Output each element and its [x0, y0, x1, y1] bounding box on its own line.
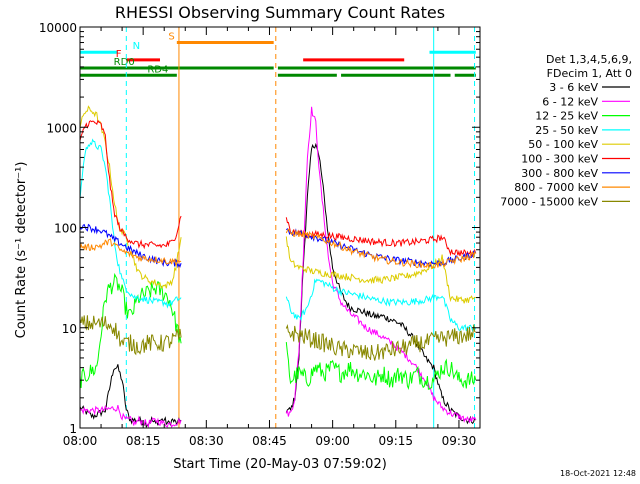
x-tick-label: 08:30 [189, 434, 224, 448]
legend-entry-label: 25 - 50 keV [535, 124, 598, 137]
y-tick-label: 1 [69, 422, 77, 436]
series-line-8 [80, 315, 477, 361]
legend-header-2: FDecim 1, Att 0 [547, 67, 632, 80]
x-tick-label: 09:00 [315, 434, 350, 448]
series-line-4 [80, 105, 476, 304]
series-line-1 [80, 106, 477, 428]
y-tick-label: 1000 [46, 121, 77, 135]
series-layer [80, 105, 477, 428]
legend-entry-label: 100 - 300 keV [521, 153, 598, 166]
plot-frame [79, 26, 481, 429]
legend-entry-label: 50 - 100 keV [528, 138, 598, 151]
flag-n-label: N [133, 41, 140, 52]
flag-rd0-label: RD0 [114, 57, 135, 68]
series-line-3 [80, 138, 477, 333]
x-tick-label: 08:00 [63, 434, 98, 448]
flag-rd4-label: RD4 [147, 64, 168, 75]
y-axis-label: Count Rate (s⁻¹ detector⁻¹) [14, 162, 29, 339]
series-line-5 [80, 119, 477, 257]
legend-entry-label: 3 - 6 keV [549, 81, 598, 94]
legend-header-1: Det 1,3,4,5,6,9, [546, 53, 632, 66]
footer-date: 18-Oct-2021 12:48 [560, 469, 636, 478]
x-axis-label: Start Time (20-May-03 07:59:02) [173, 457, 387, 472]
flag-f-label: F [116, 49, 122, 60]
y-tick-label: 10 [62, 322, 77, 336]
axis-layer: 08:00 08:15 08:30 08:45 09:00 09:15 09:30 1 10 10… [39, 21, 481, 448]
series-line-7 [80, 228, 477, 269]
legend-entry-label: 300 - 800 keV [521, 167, 598, 180]
legend-entry-label: 800 - 7000 keV [514, 181, 598, 194]
legend-entry-label: 12 - 25 keV [535, 110, 598, 123]
flag-s-label: S [168, 32, 174, 43]
y-tick-label: 10000 [39, 21, 77, 35]
x-tick-label: 09:30 [442, 434, 477, 448]
x-tick-label: 09:15 [378, 434, 413, 448]
x-tick-label: 08:15 [126, 434, 161, 448]
vline-layer [125, 27, 476, 428]
y-tick-label: 100 [54, 222, 77, 236]
series-line-2 [80, 272, 477, 391]
x-tick-label: 08:45 [252, 434, 287, 448]
legend-entry-label: 6 - 12 keV [542, 95, 598, 108]
chart-title: RHESSI Observing Summary Count Rates [115, 3, 445, 22]
legend-entry-label: 7000 - 15000 keV [500, 195, 598, 208]
series-line-0 [80, 142, 477, 428]
